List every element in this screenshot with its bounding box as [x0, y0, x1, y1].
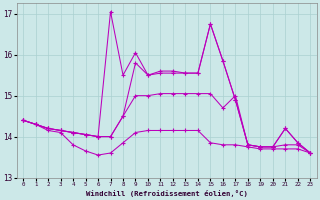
X-axis label: Windchill (Refroidissement éolien,°C): Windchill (Refroidissement éolien,°C) [86, 190, 248, 197]
